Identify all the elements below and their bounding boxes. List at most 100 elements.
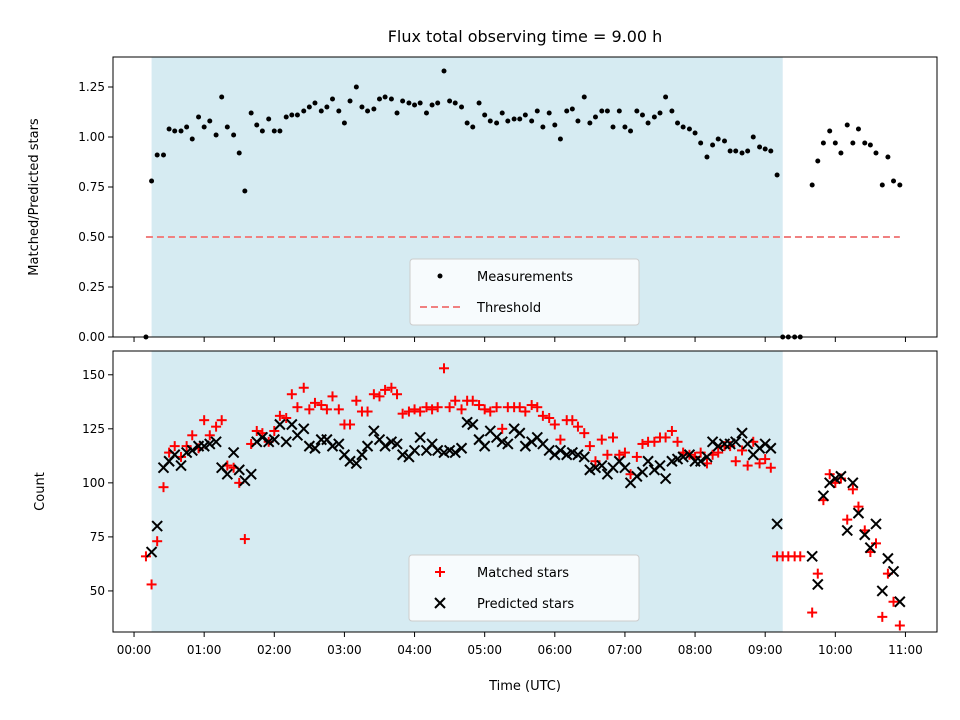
matched-star-point <box>316 400 327 411</box>
legend-label-matched-stars: Matched stars <box>477 566 569 581</box>
matched-star-point <box>619 447 630 458</box>
measurement-point <box>388 96 394 102</box>
measurement-point <box>412 102 418 108</box>
predicted-star-point <box>379 440 391 452</box>
measurement-point <box>406 100 412 106</box>
measurement-point <box>733 148 739 154</box>
matched-star-point <box>491 402 502 413</box>
matched-star-point <box>392 389 403 400</box>
measurement-point <box>610 124 616 130</box>
matched-star-point <box>333 404 344 415</box>
matched-star-point <box>374 391 385 402</box>
measurement-point <box>885 154 891 160</box>
matched-star-point <box>269 425 280 436</box>
matched-star-point <box>537 410 548 421</box>
measurement-point <box>651 114 657 120</box>
measurement-point <box>371 106 377 112</box>
x-tick-label: 06:00 <box>538 643 573 657</box>
matched-star-point <box>877 611 888 622</box>
measurement-point <box>494 120 500 126</box>
measurement-point <box>172 128 178 134</box>
x-tick-label: 07:00 <box>608 643 643 657</box>
x-axis-label: Time (UTC) <box>488 679 561 694</box>
predicted-star-point <box>467 418 479 431</box>
matched-star-point <box>853 501 864 512</box>
measurement-point <box>639 112 645 118</box>
measurement-point <box>447 98 453 104</box>
predicted-star-point <box>274 418 286 431</box>
measurement-point <box>809 182 815 188</box>
measurement-point <box>242 188 248 194</box>
matched-star-point <box>754 458 765 469</box>
predicted-star-point <box>659 472 672 485</box>
matched-star-point <box>467 395 478 406</box>
x-tick-label: 01:00 <box>187 643 222 657</box>
measurement-point <box>201 124 207 130</box>
measurement-point <box>423 110 429 116</box>
bot-y-tick-label: 75 <box>90 530 105 544</box>
matched-star-point <box>152 536 163 547</box>
measurement-point <box>628 128 634 134</box>
measurement-point <box>166 126 172 132</box>
matched-star-point <box>474 400 485 411</box>
matched-star-point <box>456 404 467 415</box>
measurement-point <box>470 124 476 130</box>
ratio-panel: 0.00 0.25 0.50 0.75 1.00 1.25 Matched/Predict… <box>27 56 938 344</box>
matched-star-point <box>760 454 771 465</box>
measurement-point <box>698 140 704 146</box>
predicted-star-point <box>812 578 824 591</box>
measurement-point <box>459 104 465 110</box>
measurement-point <box>540 124 546 130</box>
predicted-star-point <box>414 431 426 444</box>
matched-star-point <box>532 402 543 413</box>
x-tick-label: 09:00 <box>748 643 783 657</box>
matched-star-point <box>812 568 823 579</box>
top-y-tick-label: 0.75 <box>78 180 105 194</box>
count-marks <box>140 363 906 631</box>
predicted-star-point <box>806 550 818 563</box>
x-tick-label: 00:00 <box>117 643 152 657</box>
matched-star-point <box>199 415 210 426</box>
matched-star-point <box>386 382 397 393</box>
top-y-tick-label: 0.00 <box>78 330 105 344</box>
measurement-point <box>231 132 237 138</box>
matched-star-point <box>526 400 537 411</box>
measurement-point <box>581 94 587 100</box>
measurement-point <box>254 122 260 128</box>
chart-title: Flux total observing time = 9.00 h <box>388 27 663 46</box>
measurement-point <box>266 116 272 122</box>
measurement-point <box>762 146 768 152</box>
predicted-star-point <box>151 520 163 532</box>
matched-star-point <box>479 404 490 415</box>
predicted-star-point <box>894 596 906 608</box>
matched-star-point <box>894 620 905 631</box>
predicted-star-point <box>280 436 292 448</box>
measurement-point <box>897 182 903 188</box>
matched-star-point <box>251 425 262 436</box>
predicted-star-point <box>344 455 356 467</box>
predicted-star-point <box>847 477 859 489</box>
matched-star-point <box>274 410 285 421</box>
measurement-point <box>184 124 190 130</box>
matched-star-point <box>327 391 338 402</box>
measurement-point <box>376 96 382 102</box>
predicted-star-point <box>169 449 181 461</box>
measurement-point <box>745 148 751 154</box>
predicted-star-point <box>396 449 409 461</box>
measurement-point <box>827 128 833 134</box>
matched-star-point <box>637 438 648 449</box>
matched-star-point <box>660 432 671 443</box>
measurement-point <box>867 142 873 148</box>
predicted-star-point <box>882 552 894 565</box>
measurement-point <box>850 140 856 146</box>
measurement-point <box>271 128 277 134</box>
predicted-star-point <box>361 440 374 452</box>
measurement-point <box>149 178 155 184</box>
predicted-star-point <box>210 436 222 448</box>
predicted-star-point <box>368 425 380 437</box>
predicted-star-point <box>741 438 754 450</box>
matched-star-point <box>614 449 625 460</box>
predicted-star-point <box>233 464 245 476</box>
matched-star-point <box>584 441 595 452</box>
measurement-point <box>283 114 289 120</box>
